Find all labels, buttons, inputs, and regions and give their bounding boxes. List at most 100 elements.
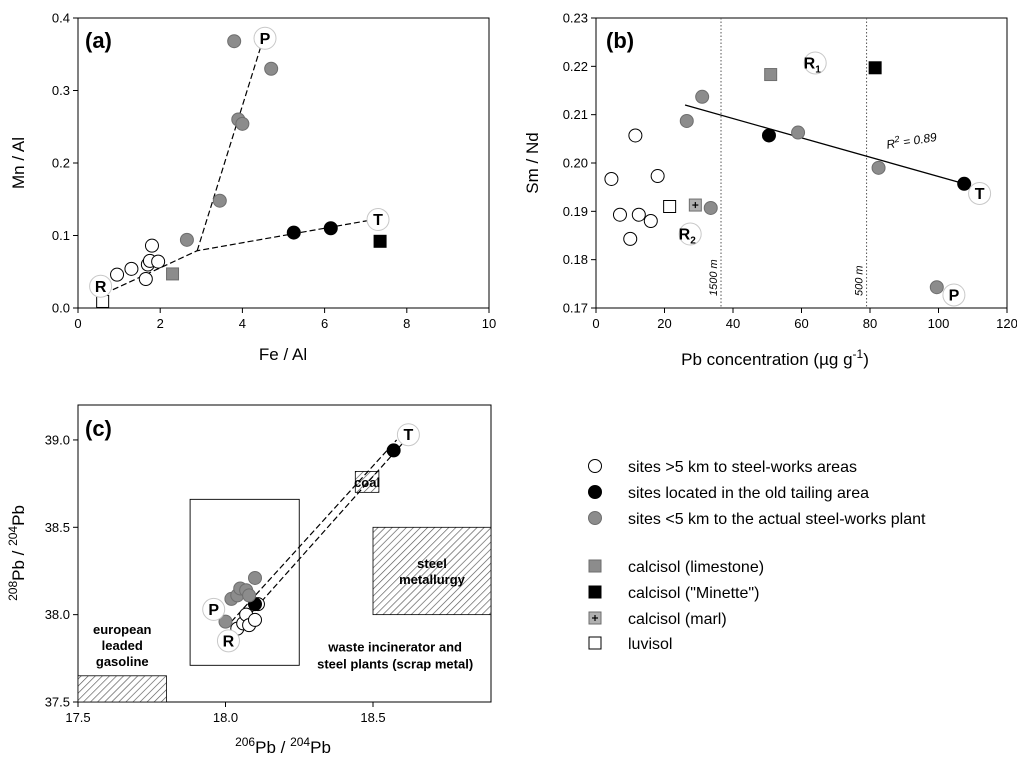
gray-circle-point <box>242 588 257 603</box>
site-label-T-circle <box>396 423 420 447</box>
y-tick-label: 39.0 <box>45 432 70 447</box>
legend-label: calcisol (limestone) <box>628 559 764 576</box>
gray-circle-point <box>218 614 233 629</box>
open-circle-point <box>144 238 159 253</box>
r-squared-base: R <box>885 137 896 152</box>
zone-label-2: steel plants (scrap metal) <box>317 656 473 671</box>
site-label-T-text: T <box>975 186 985 203</box>
distance-label-1: 500 m <box>854 265 866 296</box>
open-circle-point <box>604 171 619 186</box>
reference-box-2 <box>77 675 167 703</box>
y-tick-label: 0.2 <box>52 156 70 171</box>
r-squared-sup: 2 <box>893 134 901 145</box>
gray-square-point <box>764 68 778 82</box>
x-tick-label: 6 <box>321 316 328 331</box>
panel-c-ylabel: 208Pb / 204Pb <box>6 505 28 601</box>
panel-a-ylabel: Mn / Al <box>9 137 28 189</box>
panel-a-points <box>96 34 387 308</box>
scrap-metal-zone <box>189 498 300 666</box>
y-tick-label: 0.19 <box>563 204 588 219</box>
r-squared-label: R2 = 0.89 <box>885 128 938 152</box>
reference-box-1 <box>372 526 492 616</box>
x-tick-label: 120 <box>996 316 1017 331</box>
site-label-R-circle <box>216 629 240 653</box>
open-circle-point <box>110 267 125 282</box>
site-label-P-text: P <box>260 31 271 48</box>
open-circle-point <box>138 272 153 286</box>
legend-marker-gray-square <box>588 559 602 573</box>
metallurgy-label: metallurgy <box>399 572 466 587</box>
y-tick-label: 0.3 <box>52 83 70 98</box>
gray-circle-point <box>871 160 886 175</box>
black-square-point <box>868 61 882 75</box>
open-circle-point <box>151 254 166 269</box>
panel-c-label: (c) <box>85 416 112 441</box>
x-tick-label: 40 <box>726 316 740 331</box>
x-tick-label: 0 <box>74 316 81 331</box>
gray-circle-point <box>703 200 718 215</box>
y-tick-label: 37.5 <box>45 695 70 710</box>
site-label-T-circle <box>968 181 992 205</box>
trend-line-1 <box>236 443 403 630</box>
panel-c-xlabel-base: Pb / <box>255 738 290 757</box>
panel-c-points <box>218 443 401 636</box>
trend-line-1 <box>104 218 375 295</box>
panel-c-ticks: 17.5 18.0 18.5 37.5 38.0 38.5 39.0 <box>45 432 386 725</box>
panel-a-label: (a) <box>85 28 112 53</box>
panel-b-xlabel-sup: -1 <box>853 347 864 361</box>
x-tick-label: 8 <box>403 316 410 331</box>
site-label-T-text: T <box>373 212 383 229</box>
site-label-R1-sub: 1 <box>815 64 821 75</box>
regression-line <box>684 104 965 185</box>
x-tick-label: 10 <box>482 316 496 331</box>
x-tick-label: 18.5 <box>360 710 385 725</box>
open-circle-point <box>631 207 646 222</box>
r-squared-value: = 0.89 <box>899 130 938 150</box>
panel-b-xlabel: Pb concentration (µg g-1) <box>681 347 869 369</box>
site-label-T-circle <box>366 208 390 232</box>
panel-a-xlabel: Fe / Al <box>259 345 307 364</box>
panel-c-xlabel-end: Pb <box>310 738 331 757</box>
site-label-R2-circle <box>678 222 702 246</box>
open-circle-point <box>612 207 627 222</box>
open-circle-point <box>650 169 665 184</box>
legend-marker-open-circle <box>588 459 602 473</box>
panel-b-frame <box>595 17 1008 309</box>
panel-c-ylabel-sup: 208 <box>6 581 20 601</box>
panel-a-ticks: 0 2 4 6 8 10 0.0 0.1 0.2 0.3 0.4 <box>52 11 496 332</box>
panel-c-ylabel-end: Pb <box>9 505 28 526</box>
y-tick-label: 0.4 <box>52 11 70 26</box>
legend-marker-black-circle <box>588 485 602 499</box>
panel-b-ticks: 0 20 40 60 80 100 120 0.17 0.18 0.19 0.20 0.21 0.22 0… <box>563 11 1017 332</box>
open-circle-point <box>643 214 658 228</box>
panel-c-ylabel-sup2: 204 <box>6 526 20 546</box>
gray-circle-point <box>791 125 806 140</box>
open-square-point <box>663 200 677 213</box>
panel-c-xlabel-sup: 206 <box>235 735 255 749</box>
y-tick-label: 0.18 <box>563 252 588 267</box>
gray-circle-point <box>179 232 194 247</box>
legend: sites >5 km to steel-works areas sites lo… <box>588 459 926 653</box>
gray-circle-point <box>929 280 944 295</box>
y-tick-label: 0.0 <box>52 301 70 316</box>
site-label-P-circle <box>202 597 226 621</box>
open-circle-point <box>248 612 262 627</box>
panel-a-site-labels: P T R <box>89 26 390 298</box>
legend-marker-gray-circle <box>588 511 602 525</box>
site-label-P-text: P <box>208 602 219 619</box>
legend-label: sites located in the old tailing area <box>628 485 869 502</box>
x-tick-label: 100 <box>928 316 950 331</box>
panel-b-regression: R2 = 0.89 <box>684 104 965 185</box>
distance-label-0: 1500 m <box>708 259 720 296</box>
zone-label-1: waste incinerator and <box>327 639 462 654</box>
legend-marker-open-square <box>588 636 602 650</box>
gray-circle-point <box>248 570 262 585</box>
black-circle-point <box>386 443 401 458</box>
panel-a: 0 2 4 6 8 10 0.0 0.1 0.2 0.3 0.4 P T R (a) Fe / Al M… <box>9 11 496 365</box>
gasoline-label-1: european <box>93 622 152 637</box>
gasoline-label-2: leaded <box>102 638 143 653</box>
legend-label: sites >5 km to steel-works areas <box>628 459 857 476</box>
gray-circle-point <box>235 116 250 131</box>
